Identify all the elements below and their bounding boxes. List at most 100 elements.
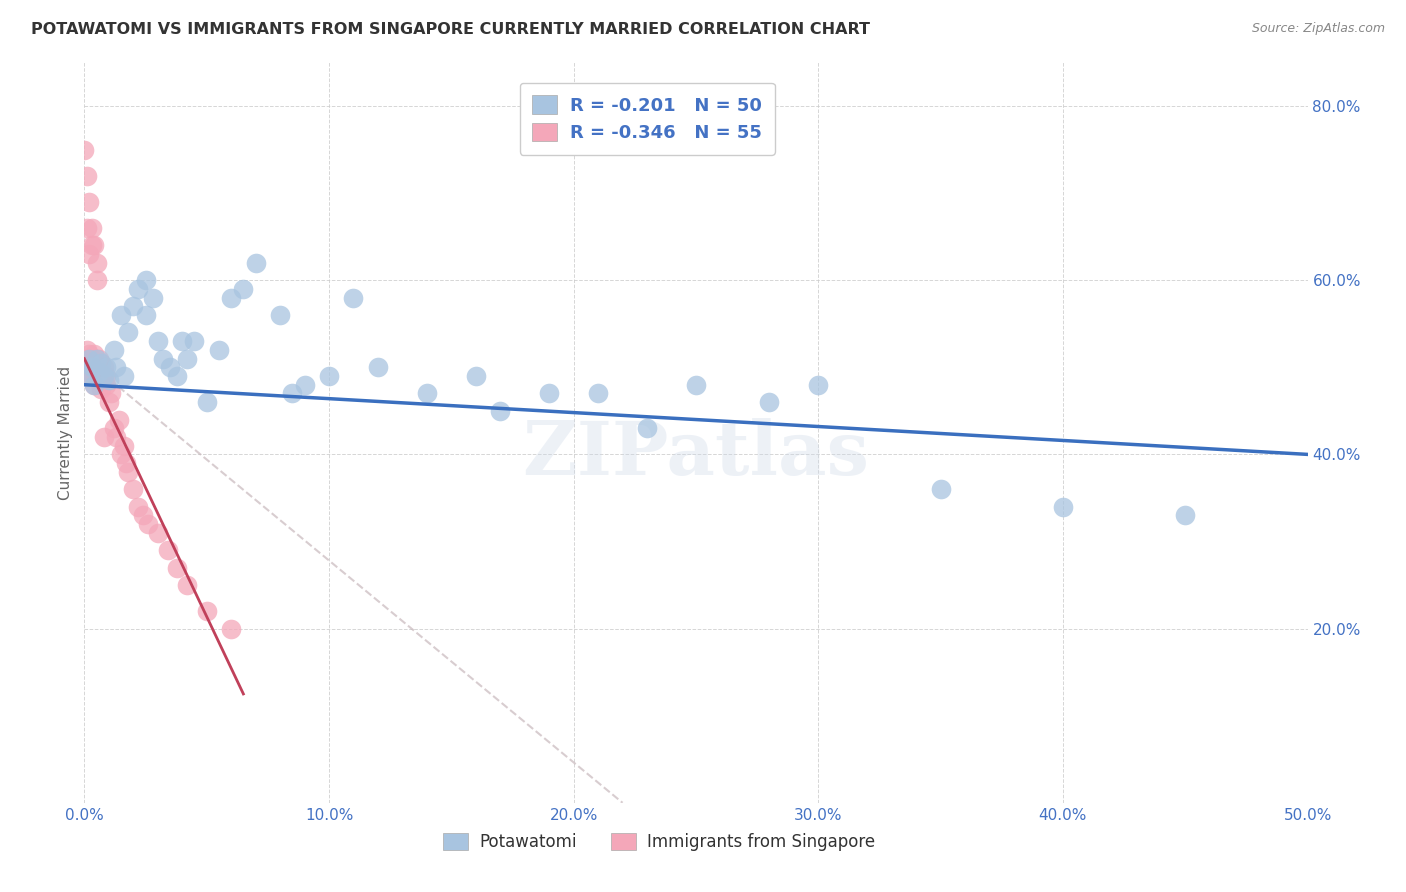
Point bbox=[73, 143, 96, 157]
Point bbox=[1052, 500, 1074, 514]
Point bbox=[685, 377, 707, 392]
Point bbox=[90, 356, 112, 370]
Point bbox=[110, 447, 132, 461]
Point bbox=[83, 347, 105, 361]
Point bbox=[80, 369, 103, 384]
Point bbox=[586, 386, 609, 401]
Point bbox=[77, 194, 100, 209]
Point bbox=[80, 360, 103, 375]
Point bbox=[80, 356, 103, 370]
Point bbox=[929, 482, 952, 496]
Point bbox=[112, 439, 135, 453]
Point bbox=[86, 273, 108, 287]
Point bbox=[96, 360, 118, 375]
Point bbox=[93, 430, 115, 444]
Point bbox=[195, 395, 218, 409]
Point bbox=[489, 404, 512, 418]
Point bbox=[90, 382, 112, 396]
Point bbox=[176, 578, 198, 592]
Point bbox=[132, 508, 155, 523]
Point bbox=[807, 377, 830, 392]
Point bbox=[97, 395, 120, 409]
Point bbox=[86, 256, 108, 270]
Point bbox=[83, 238, 105, 252]
Point bbox=[367, 360, 389, 375]
Point bbox=[281, 386, 304, 401]
Point bbox=[93, 360, 115, 375]
Point bbox=[342, 291, 364, 305]
Point bbox=[80, 360, 103, 375]
Legend: Potawatomi, Immigrants from Singapore: Potawatomi, Immigrants from Singapore bbox=[436, 826, 882, 857]
Point bbox=[127, 500, 149, 514]
Point bbox=[103, 421, 125, 435]
Point bbox=[115, 456, 138, 470]
Point bbox=[135, 273, 157, 287]
Point bbox=[159, 360, 181, 375]
Point bbox=[87, 351, 110, 366]
Point bbox=[83, 360, 105, 375]
Point bbox=[80, 221, 103, 235]
Point bbox=[77, 351, 100, 366]
Point bbox=[117, 465, 139, 479]
Point bbox=[758, 395, 780, 409]
Point bbox=[83, 377, 105, 392]
Point bbox=[90, 356, 112, 370]
Point bbox=[142, 291, 165, 305]
Point bbox=[152, 351, 174, 366]
Point bbox=[122, 482, 145, 496]
Point bbox=[135, 308, 157, 322]
Point bbox=[93, 373, 115, 387]
Text: Source: ZipAtlas.com: Source: ZipAtlas.com bbox=[1251, 22, 1385, 36]
Point bbox=[127, 282, 149, 296]
Point bbox=[166, 369, 188, 384]
Point bbox=[269, 308, 291, 322]
Point bbox=[77, 365, 100, 379]
Point bbox=[100, 386, 122, 401]
Point bbox=[117, 326, 139, 340]
Point bbox=[172, 334, 194, 348]
Point bbox=[183, 334, 205, 348]
Point bbox=[76, 221, 98, 235]
Point bbox=[318, 369, 340, 384]
Point bbox=[105, 360, 128, 375]
Point bbox=[103, 343, 125, 357]
Point bbox=[76, 369, 98, 384]
Point bbox=[97, 373, 120, 387]
Point bbox=[76, 343, 98, 357]
Point bbox=[219, 291, 242, 305]
Point bbox=[245, 256, 267, 270]
Point bbox=[77, 351, 100, 366]
Point bbox=[105, 430, 128, 444]
Point bbox=[76, 356, 98, 370]
Point bbox=[77, 247, 100, 261]
Point bbox=[73, 360, 96, 375]
Point bbox=[195, 604, 218, 618]
Point bbox=[83, 377, 105, 392]
Point bbox=[87, 369, 110, 384]
Point bbox=[636, 421, 658, 435]
Point bbox=[176, 351, 198, 366]
Text: ZIPatlas: ZIPatlas bbox=[523, 418, 869, 491]
Point bbox=[146, 334, 169, 348]
Point bbox=[76, 369, 98, 384]
Point bbox=[110, 308, 132, 322]
Point bbox=[73, 351, 96, 366]
Point bbox=[538, 386, 561, 401]
Point bbox=[294, 377, 316, 392]
Text: POTAWATOMI VS IMMIGRANTS FROM SINGAPORE CURRENTLY MARRIED CORRELATION CHART: POTAWATOMI VS IMMIGRANTS FROM SINGAPORE … bbox=[31, 22, 870, 37]
Point bbox=[136, 517, 159, 532]
Y-axis label: Currently Married: Currently Married bbox=[58, 366, 73, 500]
Point bbox=[96, 377, 118, 392]
Point bbox=[146, 525, 169, 540]
Point bbox=[93, 369, 115, 384]
Point bbox=[156, 543, 179, 558]
Point bbox=[80, 238, 103, 252]
Point bbox=[166, 560, 188, 574]
Point bbox=[219, 622, 242, 636]
Point bbox=[86, 373, 108, 387]
Point bbox=[112, 369, 135, 384]
Point bbox=[76, 169, 98, 183]
Point bbox=[1174, 508, 1197, 523]
Point bbox=[232, 282, 254, 296]
Point bbox=[86, 365, 108, 379]
